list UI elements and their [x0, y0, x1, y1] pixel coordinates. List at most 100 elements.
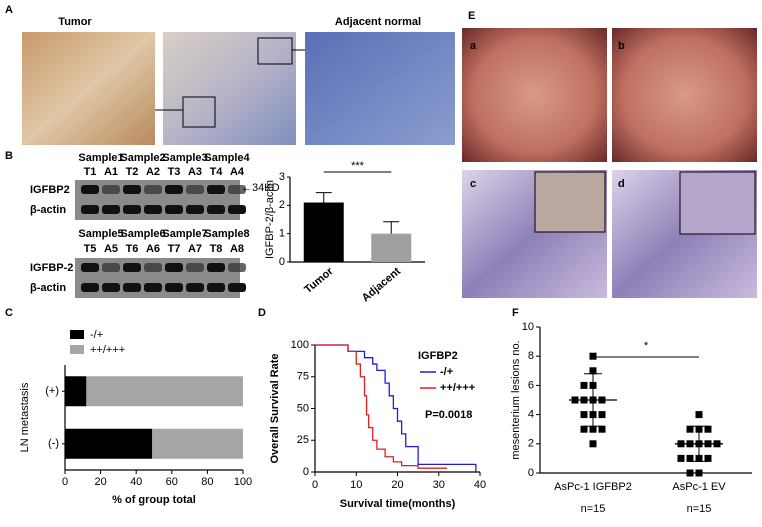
band [102, 205, 120, 214]
lane-label: T2 [126, 166, 139, 178]
point [686, 425, 694, 433]
panel-label: B [5, 150, 13, 162]
band [228, 205, 246, 214]
legend-swatch [70, 345, 84, 354]
point [686, 454, 694, 462]
image-label: a [470, 40, 477, 52]
band [102, 283, 120, 292]
bar [371, 233, 412, 262]
point [704, 425, 712, 433]
band [165, 283, 183, 292]
y-tick-label: 10 [522, 321, 534, 333]
legend-label: ++/+++ [440, 382, 475, 394]
band [81, 263, 99, 272]
band [228, 185, 246, 194]
inset [679, 171, 756, 235]
sample-label: Sample3 [162, 152, 207, 164]
band [123, 283, 141, 292]
point [589, 352, 597, 360]
point [598, 425, 606, 433]
x-tick-label: 80 [201, 476, 213, 488]
ihc-image [163, 32, 296, 145]
lane-label: A6 [146, 243, 160, 255]
x-tick-label: AsPc-1 EV [672, 481, 726, 493]
protein-label: IGFBP-2 [30, 262, 73, 274]
x-tick-label: 10 [350, 479, 362, 491]
point [598, 411, 606, 419]
legend-title: IGFBP2 [418, 350, 458, 362]
band [228, 283, 246, 292]
band [123, 185, 141, 194]
lane-label: T7 [168, 243, 181, 255]
lane-label: A5 [104, 243, 118, 255]
y-tick-label: 8 [528, 350, 534, 362]
y-axis-label: IGFBP-2/β-actin [264, 180, 276, 259]
y-axis-label: Overall Survival Rate [269, 353, 281, 463]
point [695, 469, 703, 477]
x-tick-label: 60 [166, 476, 178, 488]
bar [303, 202, 344, 262]
y-tick-label: 0 [303, 466, 309, 478]
bar [65, 428, 153, 459]
bar [86, 376, 243, 407]
x-tick-label: AsPc-1 IGFBP2 [554, 481, 632, 493]
panel-label: E [468, 10, 475, 22]
lane-label: A8 [230, 243, 244, 255]
lane-label: A3 [188, 166, 202, 178]
n-label: n=15 [687, 503, 712, 515]
y-axis-label: LN metastasis [19, 382, 31, 452]
panel-label: A [5, 4, 13, 16]
point [589, 425, 597, 433]
x-tick-label: 20 [94, 476, 106, 488]
protein-label: IGFBP2 [30, 184, 70, 196]
protein-label: β-actin [30, 204, 66, 216]
band [228, 263, 246, 272]
band [81, 205, 99, 214]
x-tick-label: 0 [312, 479, 318, 491]
y-tick-label: 2 [279, 199, 285, 211]
n-label: n=15 [581, 503, 606, 515]
lane-label: T8 [210, 243, 223, 255]
point [589, 367, 597, 375]
x-axis-label: % of group total [112, 494, 196, 506]
ihc-image [22, 32, 155, 145]
band [81, 283, 99, 292]
mouse-photo [462, 28, 607, 162]
sample-label: Sample2 [120, 152, 165, 164]
band [186, 185, 204, 194]
x-tick-label: 0 [62, 476, 68, 488]
panel-label: F [512, 307, 519, 319]
band [123, 205, 141, 214]
panel-label: D [258, 307, 266, 319]
sample-label: Sample6 [120, 228, 165, 240]
y-tick-label: 25 [297, 434, 309, 446]
y-axis-label: mesenterium lesions no. [510, 340, 522, 459]
panel-label: C [5, 307, 13, 319]
sample-label: Sample1 [78, 152, 123, 164]
x-tick-label: 40 [474, 479, 486, 491]
zoom-box [182, 96, 216, 128]
x-tick-label: 40 [130, 476, 142, 488]
survival-curve [315, 344, 477, 472]
image-label: c [470, 178, 476, 190]
band [123, 263, 141, 272]
y-tick-label: 3 [279, 171, 285, 183]
point [686, 469, 694, 477]
error-bar [690, 425, 708, 462]
sample-label: Sample5 [78, 228, 123, 240]
y-tick-label: 100 [291, 339, 309, 351]
lane-label: T1 [84, 166, 97, 178]
bar [65, 376, 87, 407]
legend-label: -/+ [440, 366, 453, 378]
x-tick-label: Adjacent [360, 265, 404, 304]
marker-label: ←34KD [241, 182, 280, 194]
y-tick-label: (-) [48, 438, 59, 450]
protein-label: β-actin [30, 282, 66, 294]
y-tick-label: 75 [297, 371, 309, 383]
inset [534, 171, 606, 233]
survival-curve [315, 344, 447, 469]
sample-label: Sample8 [204, 228, 249, 240]
band [144, 185, 162, 194]
annotation: *** [351, 160, 365, 172]
